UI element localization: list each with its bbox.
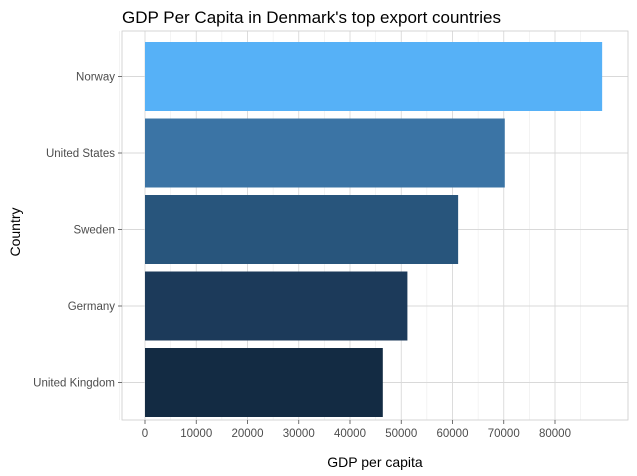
bar-sweden [145,195,459,264]
x-tick-label: 0 [142,428,148,440]
bar-norway [145,42,603,111]
x-tick-label: 20000 [232,428,264,440]
bar-united-states [145,118,505,188]
chart-title: GDP Per Capita in Denmark's top export c… [122,8,501,27]
plot-panel [119,30,629,421]
x-axis-title: GDP per capita [327,454,423,470]
x-tick-label: 40000 [334,428,366,440]
panel-border [121,30,629,421]
x-tick-label: 10000 [180,428,212,440]
x-tick-label: 30000 [283,428,315,440]
x-tick-label: 60000 [437,428,469,440]
bars [145,42,603,417]
y-tick-label: United States [46,148,115,160]
x-axis: 0 10000 20000 30000 40000 50000 60000 70000 8000… [142,420,571,440]
x-tick-label: 50000 [385,428,417,440]
y-axis-title: Country [7,207,23,256]
y-tick-label: Norway [76,72,115,84]
y-axis: Norway United States Sweden Germany United K… [33,72,122,390]
bar-germany [145,271,408,341]
x-tick-label: 70000 [488,428,520,440]
y-tick-label: United Kingdom [33,378,115,390]
bar-united-kingdom [145,348,383,417]
x-tick-label: 80000 [539,428,571,440]
y-tick-label: Germany [68,301,116,313]
y-tick-label: Sweden [73,225,115,237]
